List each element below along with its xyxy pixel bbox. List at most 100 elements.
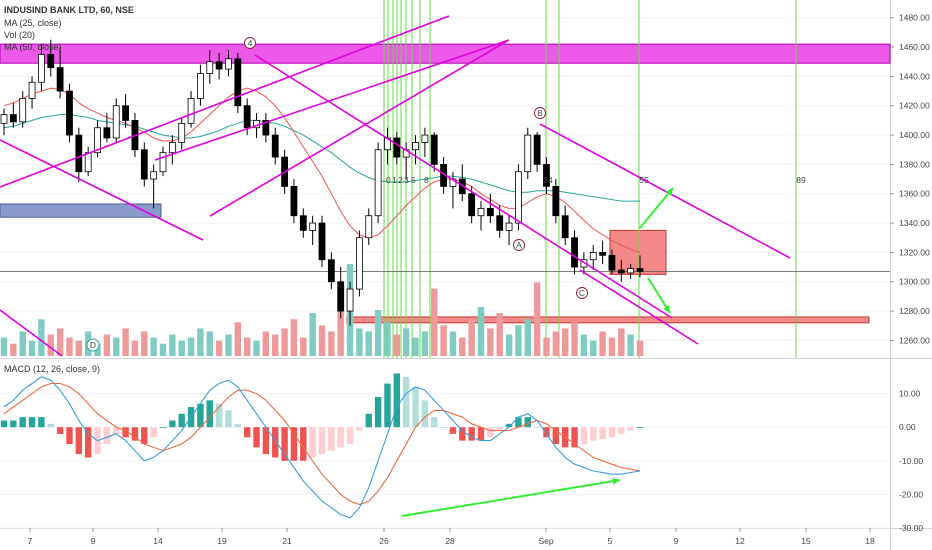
volume-bar (459, 337, 466, 356)
volume-bar (636, 340, 644, 356)
volume-bar (328, 331, 335, 356)
candle-body (309, 222, 317, 231)
candle-body (75, 134, 83, 173)
volume-bar (272, 334, 279, 356)
volume-bar (281, 328, 288, 356)
candle-body (9, 114, 17, 123)
volume-bar (300, 337, 307, 356)
candle-body (543, 163, 550, 187)
candle-body (608, 254, 616, 271)
candle-body (225, 58, 232, 70)
volume-bar (599, 331, 606, 356)
macd-histogram-bar (618, 427, 625, 434)
candle-body (47, 54, 55, 69)
volume-bar (402, 328, 410, 356)
macd-histogram-bar (524, 417, 531, 428)
bullish-arrow (639, 187, 674, 229)
volume-bar (103, 334, 111, 356)
volume-badge (86, 338, 100, 352)
candle-body (337, 281, 345, 312)
resistance-zone (0, 43, 891, 64)
volume-bar (440, 325, 447, 356)
volume-bar (94, 343, 101, 356)
macd-histogram-bar (496, 427, 503, 431)
trend-line (539, 123, 791, 259)
wave-b-label-circle (534, 107, 546, 119)
macd-histogram-bar (543, 427, 550, 438)
volume-bar (197, 328, 204, 356)
sequence-label: 0 (386, 175, 391, 185)
wave-c-label: C (579, 288, 585, 298)
candle-body (19, 98, 27, 123)
macd-tick-label: 10.00 (899, 389, 921, 399)
volume-bar (431, 288, 438, 356)
macd-histogram-bar (356, 427, 363, 431)
volume-bar (449, 331, 457, 356)
candle-body (150, 171, 158, 180)
macd-histogram-bar (309, 427, 316, 458)
macd-histogram-bar (552, 427, 560, 444)
macd-histogram-bar (421, 400, 429, 428)
macd-histogram-bar (56, 427, 64, 434)
macd-histogram-bar (384, 383, 391, 428)
candle-body (356, 237, 363, 290)
candle-body (234, 58, 242, 107)
volume-bar (141, 331, 148, 356)
macd-histogram-bar (468, 427, 475, 441)
volume-badge-label: D (90, 340, 96, 350)
volume-bar (187, 337, 195, 356)
date-tick-label: 18 (865, 536, 875, 546)
volume-bar (19, 331, 26, 356)
candle-body (299, 215, 307, 231)
volume-bar (169, 334, 176, 356)
macd-signal-line (3, 382, 641, 506)
macd-histogram-bar (599, 427, 606, 439)
macd-histogram-bar (262, 427, 270, 455)
price-tick-label: 1360.00 (899, 189, 930, 199)
macd-histogram-bar (197, 403, 204, 428)
macd-histogram-bar (159, 427, 167, 428)
candle-body (168, 141, 176, 154)
candle-body (197, 73, 204, 99)
macd-histogram-bar (459, 427, 466, 441)
volume-bar (234, 322, 242, 356)
volume-bar (206, 331, 213, 356)
macd-histogram-bar (636, 427, 644, 428)
date-tick-label: 26 (379, 536, 389, 546)
volume-bar (253, 340, 260, 356)
volume-bar (318, 325, 326, 356)
volume-bar (468, 319, 475, 356)
macd-histogram-bar (225, 410, 232, 428)
macd-histogram-bar (272, 427, 279, 458)
wave-4-label: 4 (248, 38, 253, 48)
candle-body (515, 171, 522, 224)
macd-histogram-bar (38, 417, 45, 428)
macd-histogram-bar (0, 420, 8, 428)
macd-histogram-bar (47, 423, 54, 428)
candle-body (28, 81, 36, 99)
date-tick-label: 28 (445, 536, 455, 546)
volume-bar (412, 337, 419, 356)
wave-c-label-circle (576, 287, 588, 299)
volume-bar (150, 337, 157, 356)
date-tick-label: 9 (91, 536, 96, 546)
support-zone-left (0, 203, 162, 218)
wave-a-label-circle (513, 239, 525, 251)
price-tick-label: 1380.00 (899, 159, 930, 169)
candle-body (636, 268, 644, 272)
volume-bar (10, 343, 17, 356)
macd-histogram-bar (141, 427, 148, 444)
macd-histogram-bar (215, 403, 223, 428)
volume-bar (122, 328, 129, 356)
macd-histogram-bar (10, 420, 17, 428)
candle-body (505, 222, 513, 231)
price-tick-label: 1280.00 (899, 306, 930, 316)
candle-body (477, 207, 485, 217)
volume-bar (533, 282, 541, 356)
candle-body (94, 127, 101, 154)
candle-body (589, 251, 597, 261)
macd-histogram-bar (253, 427, 260, 448)
wave-4-label-circle (244, 37, 256, 49)
volume-bar (552, 331, 560, 356)
